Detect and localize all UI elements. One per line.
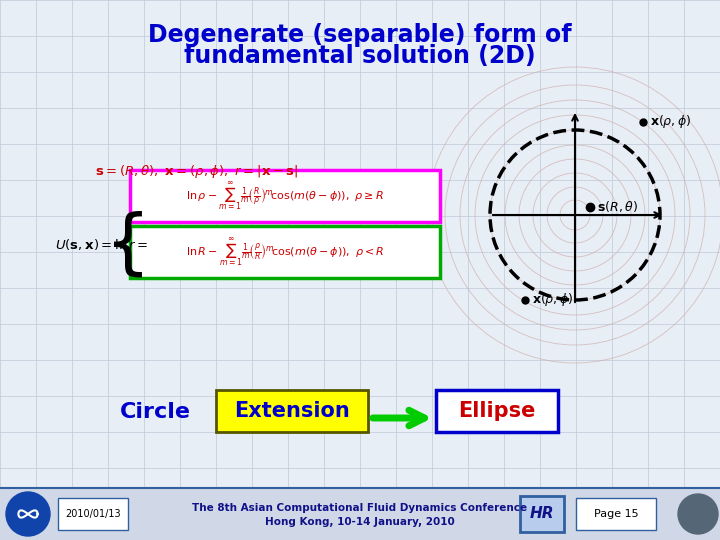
Text: $\mathbf{s}(R,\theta)$: $\mathbf{s}(R,\theta)$ — [597, 199, 638, 214]
Text: $\ln R-\sum_{m=1}^{\infty}\frac{1}{m}\!\left(\frac{\rho}{R}\right)^{\!m}\!\cos(m: $\ln R-\sum_{m=1}^{\infty}\frac{1}{m}\!\… — [186, 235, 384, 268]
Bar — [576, 498, 656, 530]
Text: Degenerate (separable) form of: Degenerate (separable) form of — [148, 23, 572, 47]
FancyBboxPatch shape — [216, 390, 368, 432]
Bar — [130, 226, 440, 278]
Text: fundamental solution (2D): fundamental solution (2D) — [184, 44, 536, 68]
Text: $\ln\rho-\sum_{m=1}^{\infty}\frac{1}{m}\!\left(\frac{R}{\rho}\right)^{\!m}\!\cos: $\ln\rho-\sum_{m=1}^{\infty}\frac{1}{m}\… — [186, 179, 384, 212]
Bar — [520, 496, 564, 532]
Bar — [130, 170, 440, 222]
Text: Page 15: Page 15 — [594, 509, 639, 519]
Text: {: { — [105, 211, 151, 280]
Text: 2010/01/13: 2010/01/13 — [66, 509, 121, 519]
Text: $\mathbf{s}=(R,\theta),\ \mathbf{x}=(\rho,\phi),\ r=|\mathbf{x}-\mathbf{s}|$: $\mathbf{s}=(R,\theta),\ \mathbf{x}=(\rh… — [95, 164, 299, 180]
Text: Extension: Extension — [234, 401, 350, 421]
Text: The 8th Asian Computational Fluid Dynamics Conference: The 8th Asian Computational Fluid Dynami… — [192, 503, 528, 513]
Text: Hong Kong, 10-14 January, 2010: Hong Kong, 10-14 January, 2010 — [265, 517, 455, 527]
Text: HR: HR — [530, 507, 554, 522]
Circle shape — [6, 492, 50, 536]
Bar — [0, 488, 720, 540]
Text: $\mathbf{x}(\rho,\phi)$: $\mathbf{x}(\rho,\phi)$ — [650, 113, 691, 131]
FancyBboxPatch shape — [436, 390, 558, 432]
Text: Circle: Circle — [120, 402, 191, 422]
Circle shape — [678, 494, 718, 534]
Text: Ellipse: Ellipse — [459, 401, 536, 421]
Bar — [58, 498, 128, 530]
Text: $U(\mathbf{s},\mathbf{x})=\ln r=$: $U(\mathbf{s},\mathbf{x})=\ln r=$ — [55, 238, 148, 253]
Text: $\mathbf{x}(\rho,\phi)$: $\mathbf{x}(\rho,\phi)$ — [532, 292, 573, 308]
